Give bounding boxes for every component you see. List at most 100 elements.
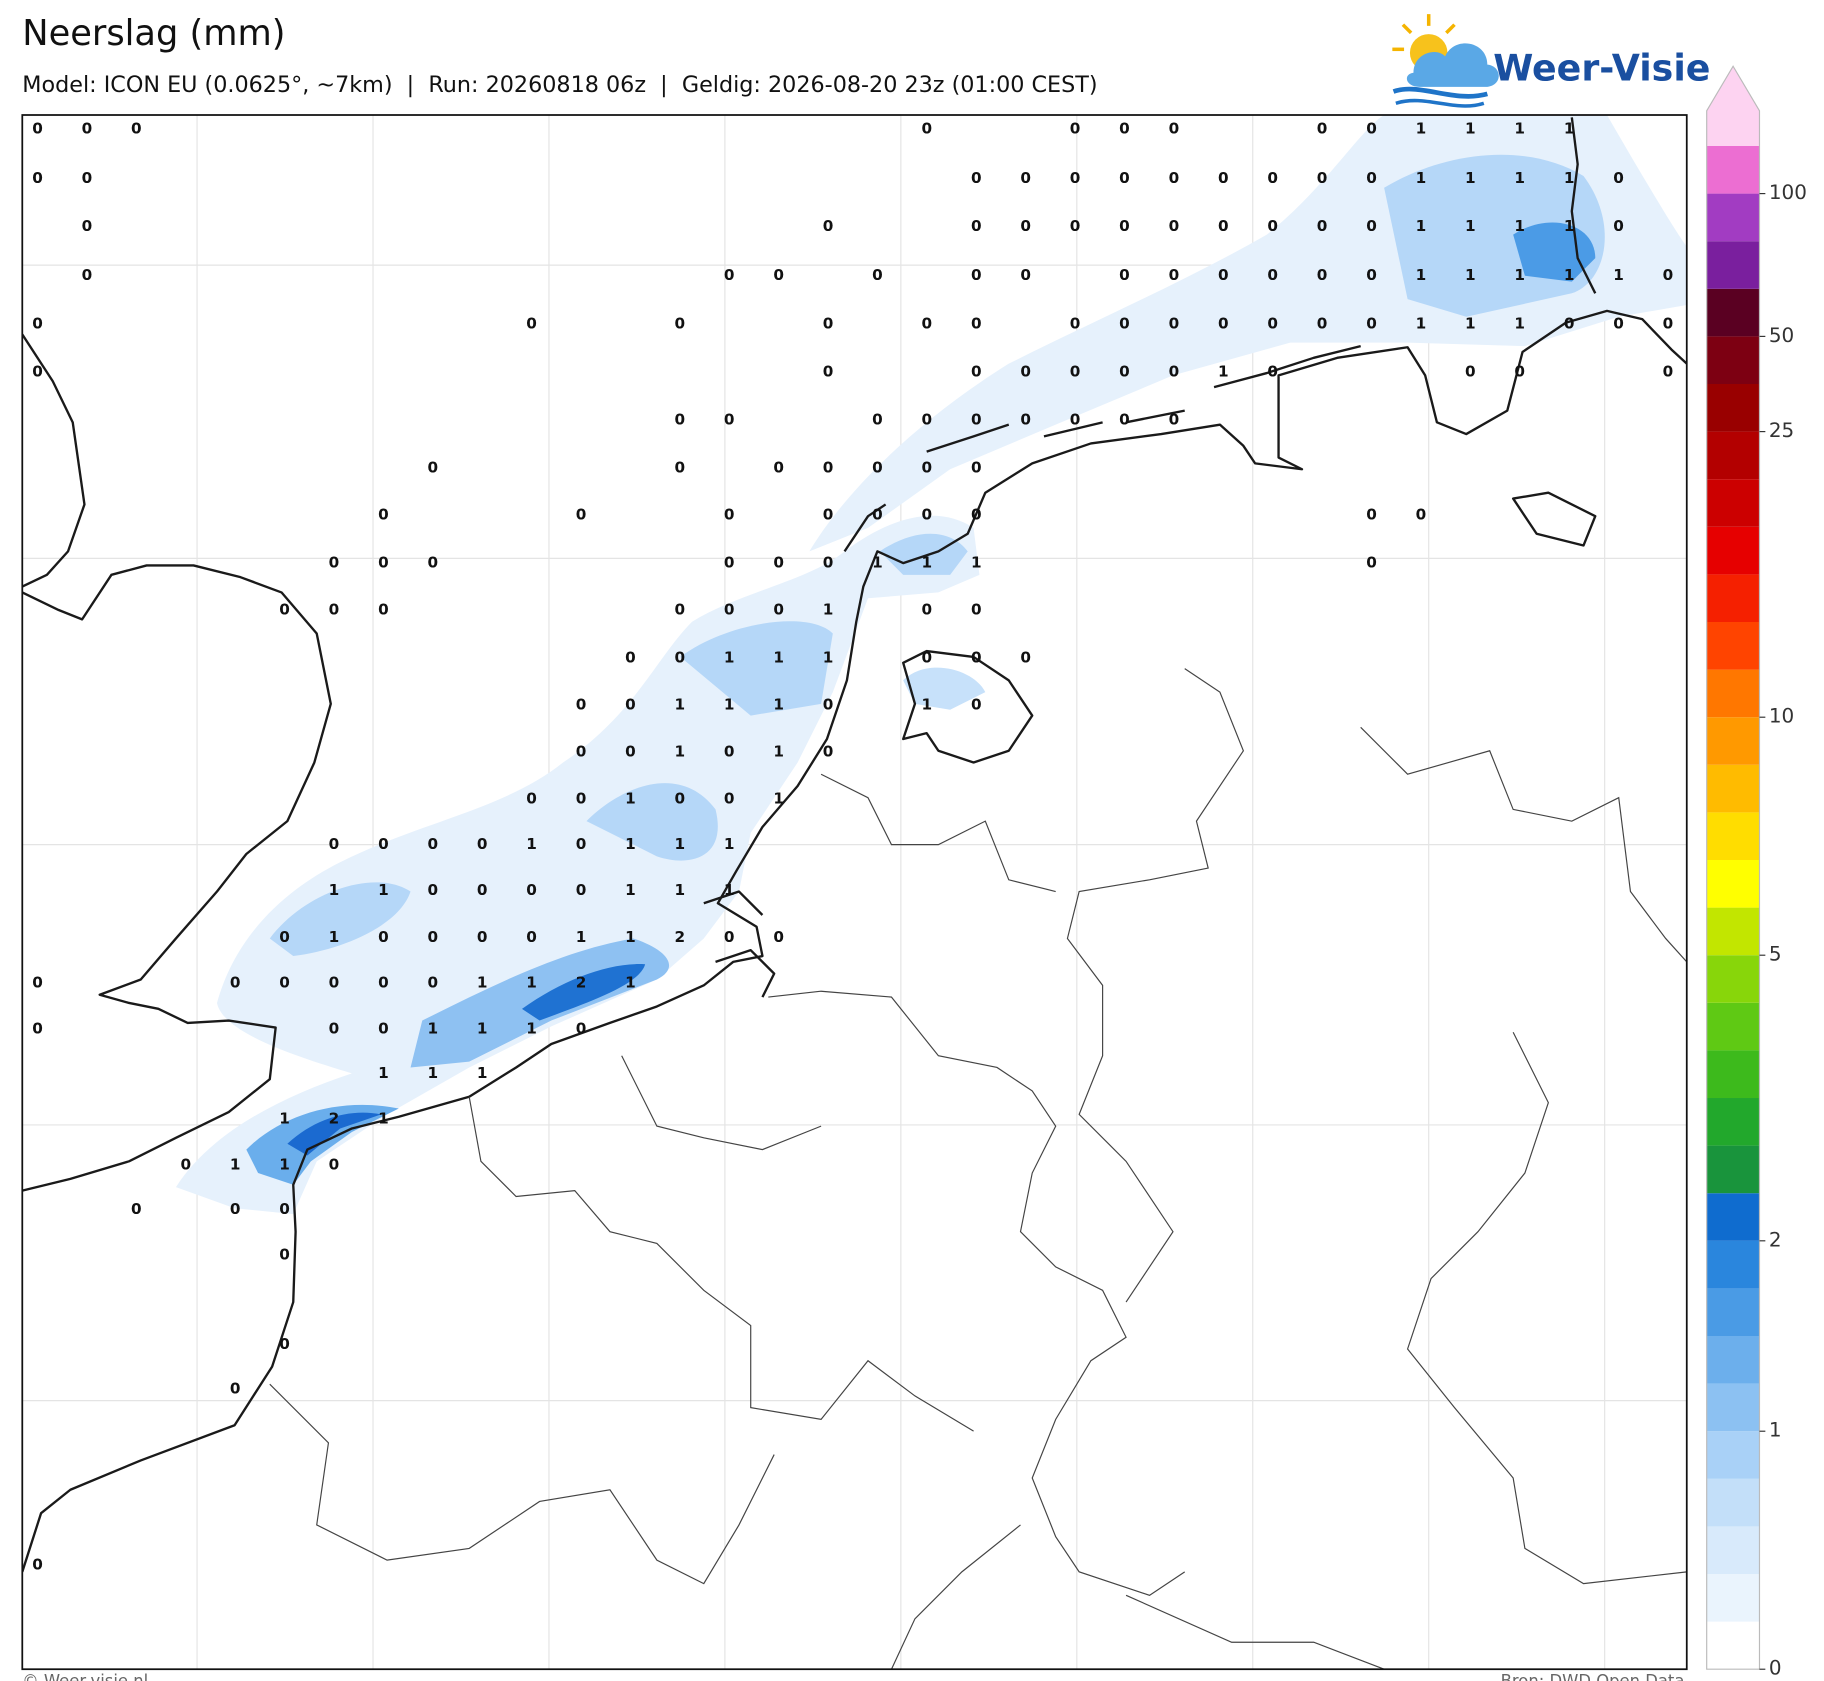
grid-value: 0 bbox=[823, 217, 834, 235]
grid-value: 0 bbox=[872, 505, 883, 523]
grid-value: 0 bbox=[773, 601, 784, 619]
grid-value: 1 bbox=[724, 835, 735, 853]
grid-value: 0 bbox=[378, 1019, 389, 1037]
grid-value: 0 bbox=[329, 601, 340, 619]
grid-value: 0 bbox=[82, 266, 93, 284]
grid-value: 1 bbox=[1416, 266, 1427, 284]
grid-value: 0 bbox=[279, 1335, 290, 1353]
grid-value: 0 bbox=[1663, 362, 1674, 380]
grid-value: 1 bbox=[724, 696, 735, 714]
grid-value: 0 bbox=[1267, 169, 1278, 187]
color-segment bbox=[1706, 1431, 1760, 1479]
grid-value: 0 bbox=[922, 649, 933, 667]
grid-value: 0 bbox=[477, 881, 488, 899]
title: Neerslag (mm) bbox=[22, 13, 285, 54]
color-segment bbox=[1706, 241, 1760, 289]
grid-value: 0 bbox=[675, 789, 686, 807]
grid-value: 0 bbox=[625, 649, 636, 667]
color-segment bbox=[1706, 669, 1760, 718]
grid-value: 0 bbox=[279, 974, 290, 992]
grid-value: 1 bbox=[823, 601, 834, 619]
grid-value: 0 bbox=[1169, 266, 1180, 284]
grid-value: 0 bbox=[625, 742, 636, 760]
grid-value: 0 bbox=[1317, 217, 1328, 235]
grid-value: 0 bbox=[724, 789, 735, 807]
grid-value: 0 bbox=[971, 696, 982, 714]
grid-value: 0 bbox=[378, 554, 389, 572]
grid-value: 0 bbox=[131, 120, 142, 138]
grid-value: 0 bbox=[1663, 314, 1674, 332]
grid-value: 1 bbox=[724, 649, 735, 667]
grid-value: 0 bbox=[329, 974, 340, 992]
precipitation bbox=[175, 115, 1687, 1215]
grid-value: 0 bbox=[1169, 362, 1180, 380]
grid-value: 0 bbox=[724, 505, 735, 523]
grid-value: 0 bbox=[1218, 217, 1229, 235]
color-segment bbox=[1706, 1478, 1760, 1527]
grid-value: 0 bbox=[427, 974, 438, 992]
grid-value: 1 bbox=[724, 881, 735, 899]
grid-value: 1 bbox=[526, 974, 537, 992]
grid-value: 0 bbox=[576, 505, 587, 523]
grid-value: 1 bbox=[1564, 266, 1575, 284]
grid-value: 0 bbox=[724, 601, 735, 619]
grid-value: 1 bbox=[1514, 120, 1525, 138]
grid-value: 0 bbox=[1020, 266, 1031, 284]
grid-value: 0 bbox=[477, 835, 488, 853]
grid-value: 0 bbox=[1366, 505, 1377, 523]
logo-text: Weer-Visie bbox=[1493, 46, 1710, 89]
grid-value: 0 bbox=[971, 649, 982, 667]
grid-value: 1 bbox=[576, 928, 587, 946]
grid-value: 0 bbox=[329, 1155, 340, 1173]
grid-value: 0 bbox=[378, 835, 389, 853]
grid-value: 1 bbox=[526, 835, 537, 853]
grid-value: 0 bbox=[1070, 314, 1081, 332]
grid-value: 1 bbox=[625, 928, 636, 946]
grid-value: 0 bbox=[823, 742, 834, 760]
grid-value: 0 bbox=[1119, 362, 1130, 380]
colorbar-tick-label: 100 bbox=[1769, 180, 1807, 204]
grid-value: 0 bbox=[724, 266, 735, 284]
color-segment bbox=[1706, 1050, 1760, 1099]
grid-value: 1 bbox=[773, 789, 784, 807]
grid-value: 0 bbox=[823, 459, 834, 477]
color-segment bbox=[1706, 1002, 1760, 1051]
grid-value: 0 bbox=[773, 554, 784, 572]
grid-value: 1 bbox=[477, 1064, 488, 1082]
grid-value: 0 bbox=[32, 169, 43, 187]
grid-value: 0 bbox=[279, 601, 290, 619]
grid-value: 1 bbox=[675, 835, 686, 853]
grid-value: 0 bbox=[1070, 169, 1081, 187]
color-extend bbox=[1706, 66, 1760, 146]
subtitle: Model: ICON EU (0.0625°, ~7km) | Run: 20… bbox=[22, 72, 1097, 98]
grid-value: 0 bbox=[1070, 362, 1081, 380]
grid-value: 0 bbox=[1169, 314, 1180, 332]
grid-value: 0 bbox=[230, 974, 241, 992]
grid-value: 1 bbox=[1416, 169, 1427, 187]
color-segment bbox=[1706, 1621, 1760, 1670]
grid-value: 0 bbox=[675, 601, 686, 619]
grid-value: 0 bbox=[971, 266, 982, 284]
grid-value: 1 bbox=[971, 554, 982, 572]
grid-value: 1 bbox=[378, 1064, 389, 1082]
color-segment bbox=[1706, 764, 1760, 813]
grid-value: 1 bbox=[378, 881, 389, 899]
grid-value: 1 bbox=[675, 696, 686, 714]
grid-value: 0 bbox=[1020, 410, 1031, 428]
grid-value: 0 bbox=[279, 1200, 290, 1218]
grid-value: 1 bbox=[675, 881, 686, 899]
grid-value: 0 bbox=[1514, 362, 1525, 380]
grid-value: 0 bbox=[724, 742, 735, 760]
grid-value: 0 bbox=[576, 881, 587, 899]
grid-value: 0 bbox=[724, 928, 735, 946]
grid-value: 0 bbox=[823, 696, 834, 714]
grid-value: 1 bbox=[1514, 314, 1525, 332]
color-segment bbox=[1706, 1098, 1760, 1146]
grid-value: 0 bbox=[32, 1019, 43, 1037]
grid-value: 1 bbox=[625, 881, 636, 899]
map: 0 0 0 0 0 0 0 0 0 1 1 1 1 0 0 0 0 0 0 0 0 0 0 0 1 1 1 1 0 0 0 0 0 0 0 0 0 0 0 0… bbox=[22, 115, 1687, 1670]
grid-value: 0 bbox=[230, 1379, 241, 1397]
grid-value: 0 bbox=[1317, 169, 1328, 187]
grid-value: 0 bbox=[773, 266, 784, 284]
grid-value: 0 bbox=[576, 696, 587, 714]
